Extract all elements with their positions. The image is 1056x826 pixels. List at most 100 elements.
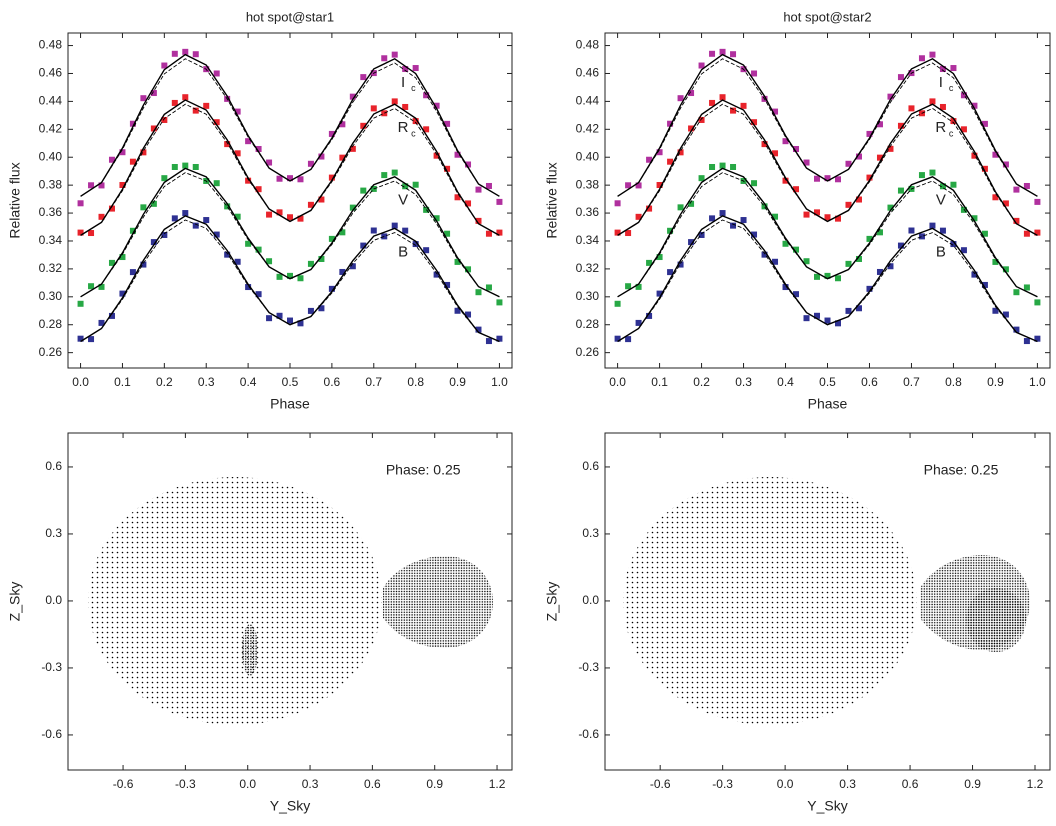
data-point xyxy=(845,260,852,267)
data-point xyxy=(950,65,957,72)
data-point xyxy=(667,120,674,127)
data-point xyxy=(625,230,632,237)
y-tick-label: -0.6 xyxy=(578,727,599,741)
data-point xyxy=(182,210,189,217)
data-point xyxy=(981,230,988,237)
data-point xyxy=(255,291,262,298)
data-point xyxy=(402,183,409,190)
data-point xyxy=(918,55,925,62)
x-tick-label: 0.0 xyxy=(72,375,89,389)
data-point xyxy=(803,315,810,322)
data-point xyxy=(782,138,789,145)
x-tick-label: 1.2 xyxy=(1027,777,1044,791)
data-point xyxy=(803,258,810,265)
data-point xyxy=(444,165,451,172)
y-axis-label: Z_Sky xyxy=(7,582,23,622)
x-tick-label: 0.9 xyxy=(987,375,1004,389)
data-point xyxy=(1013,326,1020,333)
data-point xyxy=(688,125,695,132)
y-tick-label: 0.34 xyxy=(576,233,600,247)
data-point xyxy=(992,307,999,314)
data-point xyxy=(192,164,199,170)
data-point xyxy=(475,217,482,224)
y-tick-label: 0.36 xyxy=(576,205,600,219)
data-point xyxy=(772,258,779,265)
data-point xyxy=(698,175,705,182)
model-curve xyxy=(617,53,1038,197)
data-point xyxy=(88,230,95,237)
data-point xyxy=(475,326,482,333)
data-point xyxy=(129,269,136,276)
data-point xyxy=(150,239,157,246)
data-point xyxy=(307,307,314,314)
data-point xyxy=(496,229,503,236)
model-curve xyxy=(617,99,1038,237)
data-point xyxy=(402,66,409,73)
series-label-subscript: c xyxy=(411,83,416,93)
data-point xyxy=(266,211,273,218)
y-tick-label: 0.48 xyxy=(576,38,600,52)
data-point xyxy=(688,90,695,97)
series-label: R xyxy=(935,119,946,136)
plot-frame xyxy=(604,432,1051,771)
data-point xyxy=(730,107,737,114)
data-point xyxy=(939,183,946,190)
data-point xyxy=(730,51,737,58)
data-point xyxy=(182,48,189,55)
data-point xyxy=(307,160,314,167)
data-point xyxy=(824,214,831,221)
data-point xyxy=(751,70,758,77)
x-tick-label: 0.8 xyxy=(407,375,424,389)
data-point xyxy=(814,209,821,216)
data-point xyxy=(349,145,356,152)
data-point xyxy=(119,254,126,261)
data-point xyxy=(887,204,894,211)
data-point xyxy=(391,51,398,58)
data-point xyxy=(454,258,461,265)
data-point xyxy=(981,120,988,127)
data-point xyxy=(751,180,758,187)
data-point xyxy=(688,200,695,207)
data-point xyxy=(897,242,904,249)
data-point xyxy=(656,290,663,297)
data-point xyxy=(349,204,356,211)
y-tick-label: 0.44 xyxy=(576,94,600,108)
data-point xyxy=(496,198,503,205)
y-tick-label: 0.42 xyxy=(576,121,600,135)
data-point xyxy=(772,213,779,220)
model-curve xyxy=(80,53,500,197)
data-point xyxy=(454,151,461,158)
data-point xyxy=(287,272,293,279)
data-point xyxy=(381,233,388,240)
data-point xyxy=(698,116,705,123)
data-point xyxy=(824,272,831,279)
data-point xyxy=(213,70,220,77)
data-point xyxy=(412,181,419,188)
data-point xyxy=(876,121,883,128)
model-curve xyxy=(80,99,500,237)
data-point xyxy=(876,229,883,236)
data-point xyxy=(465,311,472,318)
data-point xyxy=(287,175,293,182)
x-tick-label: -0.3 xyxy=(175,777,196,791)
data-point xyxy=(824,175,831,182)
data-point xyxy=(203,102,210,109)
x-tick-label: 0.5 xyxy=(819,375,836,389)
data-point xyxy=(971,152,978,159)
data-point xyxy=(887,145,894,152)
data-point xyxy=(381,55,388,62)
data-point xyxy=(297,215,304,222)
star-model-2 xyxy=(623,477,1030,725)
data-point xyxy=(677,204,684,211)
data-point xyxy=(192,51,199,58)
data-point xyxy=(108,205,115,212)
data-point xyxy=(625,336,632,343)
data-point xyxy=(150,90,157,97)
data-point xyxy=(234,258,241,265)
y-tick-label: 0.34 xyxy=(39,233,63,247)
data-point xyxy=(213,180,220,187)
data-point xyxy=(730,164,737,170)
data-point xyxy=(171,215,178,222)
data-point xyxy=(855,305,862,312)
data-point xyxy=(192,222,199,229)
